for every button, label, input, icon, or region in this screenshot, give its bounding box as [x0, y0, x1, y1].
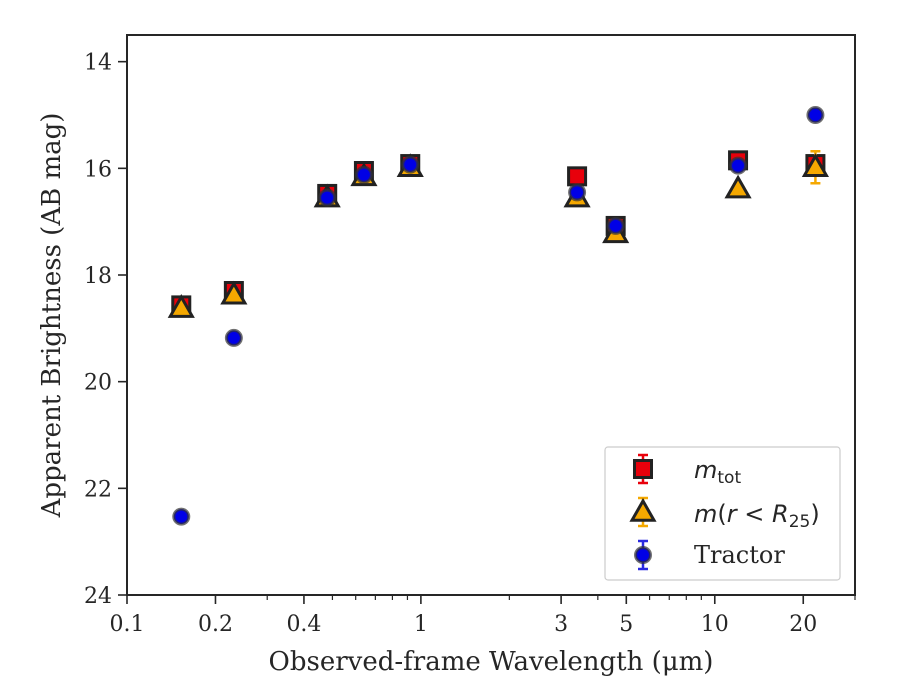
data-marks [167, 106, 829, 526]
legend-label-mr25-lt: < [737, 500, 772, 528]
y-tick-label-5: 24 [84, 584, 112, 609]
x-tick-label-2: 0.4 [286, 612, 321, 637]
point-s2-p6 [606, 216, 625, 235]
x-tick-label-7: 20 [789, 612, 817, 637]
x-tick-label-0: 0.1 [110, 612, 145, 637]
point-s1-p7 [724, 174, 752, 199]
x-tick-label-3: 1 [414, 612, 428, 637]
y-tick-label-0: 14 [84, 51, 112, 76]
legend-marker-1 [629, 497, 657, 522]
legend-label-mr25-R: R [772, 500, 789, 528]
legend-marker-2 [634, 546, 652, 564]
legend-label-mr25-close: ) [810, 500, 819, 528]
legend-label-mr25-open: ( [717, 500, 726, 528]
point-s1-p0 [167, 294, 195, 318]
y-tick-label-1: 16 [84, 157, 112, 182]
legend-label-mtot-sub: tot [717, 468, 741, 488]
point-s2-p8 [806, 106, 825, 124]
series-2 [172, 106, 825, 526]
point-s1-p1 [220, 280, 248, 305]
legend-label-mr25-m: m [694, 500, 717, 528]
x-axis-title: Observed-frame Wavelength (μm) [269, 647, 714, 677]
point-s2-p5 [568, 183, 587, 202]
axes: 0.1 0.2 0.4 1 3 5 10 20 14 16 18 20 22 24 [84, 51, 856, 637]
legend-marker-0 [633, 459, 653, 479]
legend-label-tractor: Tractor [694, 541, 785, 569]
y-tick-label-4: 22 [84, 477, 112, 502]
legend-label-mr25-sub: 25 [789, 512, 811, 532]
point-s2-p4 [401, 155, 420, 174]
plot-frame [126, 34, 856, 596]
legend-swatches [629, 453, 657, 571]
legend-label-mr25-r: r [727, 500, 739, 528]
point-s2-p7 [729, 156, 748, 175]
x-tick-label-6: 10 [701, 612, 729, 637]
point-s0-p5 [567, 166, 588, 187]
legend-label-mr25: m(r < R25) [694, 500, 820, 532]
x-tick-label-5: 5 [619, 612, 633, 637]
point-s2-p2 [318, 188, 337, 207]
x-tick-label-1: 0.2 [198, 612, 233, 637]
y-tick-label-3: 20 [84, 371, 112, 396]
point-s1-p8 [801, 153, 829, 178]
legend-frame [604, 446, 841, 581]
x-tick-label-4: 3 [554, 612, 568, 637]
point-s2-p1 [224, 328, 243, 347]
point-s2-p0 [172, 507, 191, 526]
y-axis-title: Apparent Brightness (AB mag) [37, 113, 67, 519]
point-s2-p3 [354, 165, 373, 184]
y-tick-label-2: 18 [84, 264, 112, 289]
legend: mtot m(r < R25) Tractor [604, 446, 841, 581]
